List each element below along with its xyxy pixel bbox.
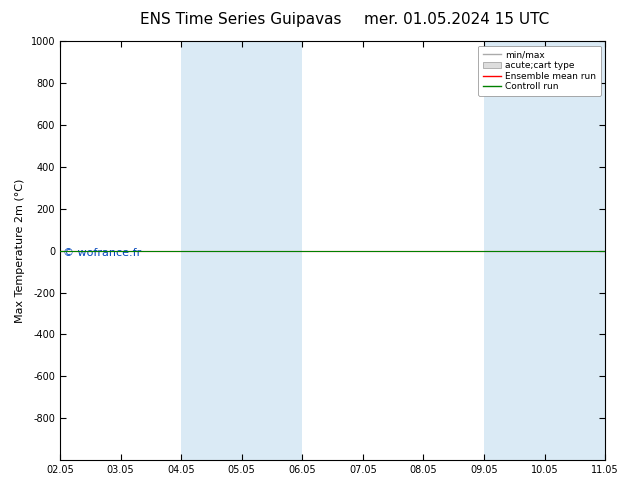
Bar — [484, 41, 545, 460]
Text: © wofrance.fr: © wofrance.fr — [63, 248, 141, 259]
Y-axis label: Max Temperature 2m (°C): Max Temperature 2m (°C) — [15, 178, 25, 323]
Text: ENS Time Series Guipavas: ENS Time Series Guipavas — [140, 12, 342, 27]
Text: mer. 01.05.2024 15 UTC: mer. 01.05.2024 15 UTC — [364, 12, 549, 27]
Legend: min/max, acute;cart type, Ensemble mean run, Controll run: min/max, acute;cart type, Ensemble mean … — [478, 46, 600, 96]
Bar — [181, 41, 242, 460]
Bar — [545, 41, 605, 460]
Bar — [242, 41, 302, 460]
